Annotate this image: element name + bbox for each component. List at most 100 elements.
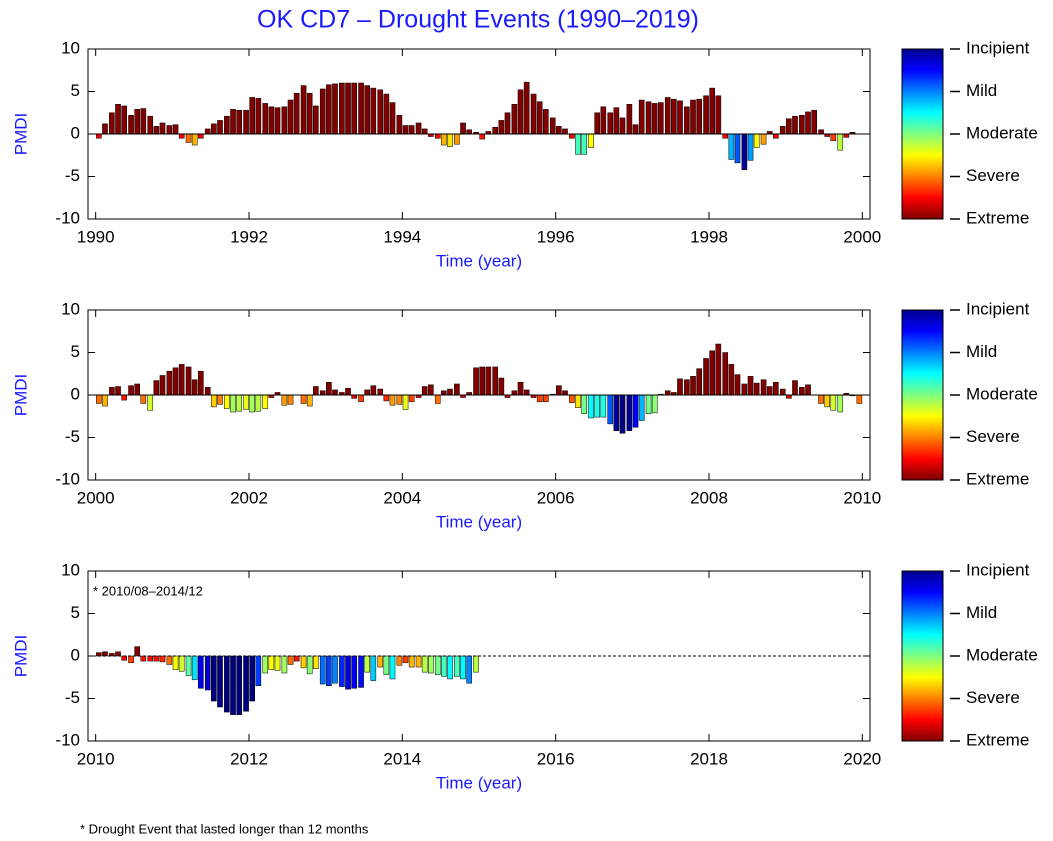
y-tick-label: 0 <box>71 384 80 403</box>
bar <box>345 387 351 396</box>
bar <box>217 655 223 708</box>
bar <box>696 368 702 396</box>
bar <box>159 375 166 396</box>
bar <box>166 370 173 396</box>
bar <box>370 655 377 681</box>
y-axis-label: PMDI <box>11 113 30 156</box>
colorbar-label: Incipient <box>966 299 1030 318</box>
bar <box>274 655 281 671</box>
bar <box>159 655 166 663</box>
bar <box>799 387 805 396</box>
bar <box>236 655 242 715</box>
y-axis-label: PMDI <box>11 374 30 417</box>
colorbar-label: Incipient <box>966 38 1030 57</box>
bar <box>818 394 824 404</box>
bar <box>306 394 313 407</box>
bar <box>293 92 300 135</box>
y-tick-label: 5 <box>71 81 80 100</box>
x-axis-label: Time (year) <box>436 773 522 792</box>
bar <box>140 394 147 404</box>
bar <box>428 655 434 674</box>
bar <box>562 128 568 135</box>
bar <box>473 655 479 673</box>
bar <box>747 133 754 161</box>
bar <box>773 133 779 139</box>
y-tick-label: -10 <box>55 208 80 227</box>
bar <box>575 133 581 155</box>
bar <box>799 115 805 135</box>
bar <box>479 366 485 396</box>
y-tick-label: -10 <box>55 469 80 488</box>
x-tick-label: 2016 <box>537 749 575 768</box>
bar <box>204 655 211 691</box>
bar <box>198 655 204 689</box>
x-tick-label: 2000 <box>77 488 115 507</box>
bar <box>115 651 121 657</box>
bar <box>191 133 198 146</box>
bar <box>441 655 447 677</box>
x-tick-label: 2006 <box>537 488 575 507</box>
bar <box>249 655 255 702</box>
bar <box>128 115 134 135</box>
bar <box>293 655 300 662</box>
bar <box>773 382 779 396</box>
bar <box>134 646 140 657</box>
bar <box>856 394 863 404</box>
bar <box>243 109 249 135</box>
x-axis-label: Time (year) <box>436 512 522 531</box>
bar <box>224 655 230 713</box>
bar <box>473 367 479 396</box>
bar <box>332 83 338 135</box>
bar <box>837 133 844 151</box>
bar <box>690 376 696 396</box>
bar <box>326 382 332 396</box>
bar <box>306 92 313 135</box>
bar <box>274 107 281 135</box>
bar <box>658 102 664 135</box>
bar <box>172 367 179 396</box>
bar <box>562 390 568 396</box>
bar <box>632 124 639 135</box>
bar <box>441 133 447 146</box>
bar <box>492 126 499 135</box>
bar <box>447 388 453 396</box>
colorbar-label: Extreme <box>966 208 1029 227</box>
bar <box>319 88 326 135</box>
bar <box>102 651 108 657</box>
bar <box>492 366 499 396</box>
bar <box>421 128 428 135</box>
bar <box>824 394 831 408</box>
bar <box>664 97 671 135</box>
bar <box>511 104 518 135</box>
bar <box>211 123 217 135</box>
bar <box>741 383 748 396</box>
bar <box>651 103 658 135</box>
x-tick-label: 1996 <box>537 227 575 246</box>
x-tick-label: 2000 <box>843 227 881 246</box>
bar <box>760 133 767 145</box>
bar <box>389 394 396 406</box>
bar <box>830 133 837 142</box>
bar <box>536 394 543 403</box>
bar <box>696 98 702 135</box>
footnote: * Drought Event that lasted longer than … <box>80 821 369 836</box>
bar <box>268 655 275 670</box>
bar <box>191 655 198 681</box>
bar <box>128 385 134 396</box>
bar <box>211 394 217 408</box>
bar <box>224 115 230 135</box>
bar <box>287 99 294 135</box>
bar <box>753 133 760 148</box>
bar <box>396 115 403 135</box>
bar <box>313 386 319 396</box>
bar <box>102 123 108 135</box>
bar <box>664 390 671 396</box>
bar <box>185 366 192 396</box>
bar <box>594 112 601 135</box>
bar <box>613 107 620 135</box>
bar <box>243 655 249 712</box>
bar <box>466 655 472 684</box>
bar <box>709 350 716 396</box>
bar <box>511 390 518 396</box>
bar <box>408 655 415 668</box>
